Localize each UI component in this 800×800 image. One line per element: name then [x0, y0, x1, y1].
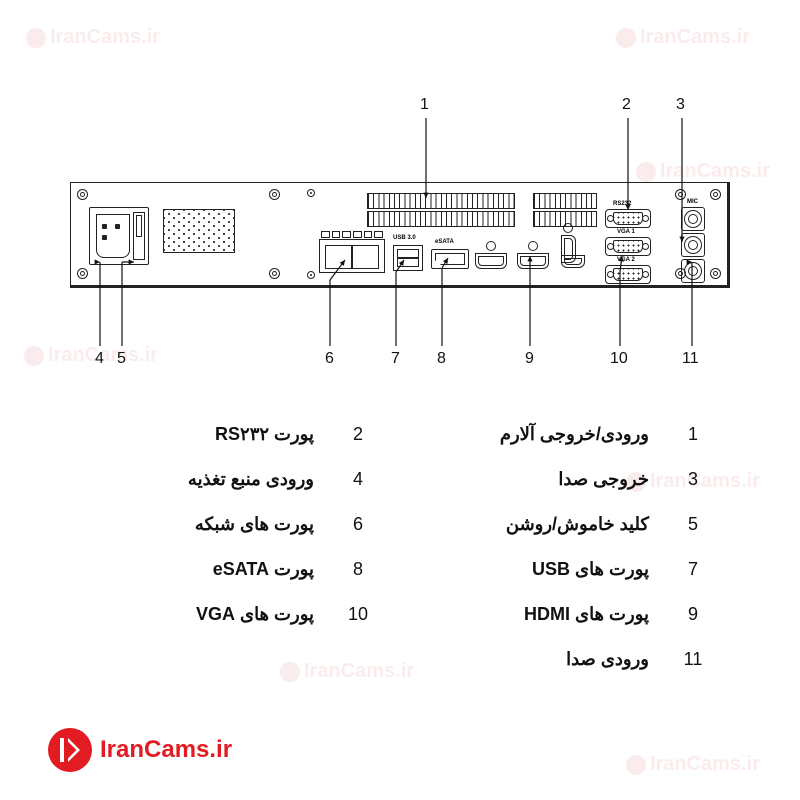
callout-number: 6 [325, 350, 334, 368]
legend-text: ورودی منبع تغذیه [188, 469, 314, 490]
legend-row: 4 ورودی منبع تغذیه [95, 469, 370, 490]
legend-number: 9 [681, 604, 705, 625]
legend-number: 2 [346, 424, 370, 445]
callout-number: 10 [610, 350, 628, 368]
legend-row: 8 پورت eSATA [95, 559, 370, 580]
legend-text: پورت های VGA [196, 604, 314, 625]
callout-number: 1 [420, 96, 429, 114]
legend-text: ورودی صدا [566, 649, 649, 670]
legend-row: 10 پورت های VGA [95, 604, 370, 625]
callout-lines [0, 0, 800, 400]
callout-number: 9 [525, 350, 534, 368]
legend-row: 2 پورت RS۲۳۲ [95, 424, 370, 445]
legend-text: پورت RS۲۳۲ [215, 424, 314, 445]
legend-number: 3 [681, 469, 705, 490]
legend-number: 7 [681, 559, 705, 580]
callout-number: 5 [117, 350, 126, 368]
legend-row: 6 پورت های شبکه [95, 514, 370, 535]
watermark: IranCams.ir [626, 753, 760, 776]
legend-text: پورت eSATA [213, 559, 314, 580]
callout-number: 3 [676, 96, 685, 114]
legend-number: 6 [346, 514, 370, 535]
legend-text: کلید خاموش/روشن [506, 514, 649, 535]
callout-number: 7 [391, 350, 400, 368]
diagram-canvas: IranCams.ir IranCams.ir IranCams.ir Iran… [0, 0, 800, 800]
legend-row: 1 ورودی/خروجی آلارم [430, 424, 705, 445]
brand-logo: IranCams.ir [48, 728, 232, 772]
legend-number: 4 [346, 469, 370, 490]
legend-row: 7 پورت های USB [430, 559, 705, 580]
legend-text: پورت های HDMI [524, 604, 649, 625]
legend-row: 9 پورت های HDMI [430, 604, 705, 625]
legend-row: 11 ورودی صدا [430, 649, 705, 670]
callout-number: 4 [95, 350, 104, 368]
callout-number: 2 [622, 96, 631, 114]
legend-number: 10 [346, 604, 370, 625]
legend-number: 11 [681, 649, 705, 670]
legend-number: 1 [681, 424, 705, 445]
callout-number: 8 [437, 350, 446, 368]
legend-row: 5 کلید خاموش/روشن [430, 514, 705, 535]
legend-text: پورت های شبکه [195, 514, 314, 535]
callout-number: 11 [682, 350, 699, 368]
brand-logo-text: IranCams.ir [100, 736, 232, 764]
legend-text: ورودی/خروجی آلارم [500, 424, 649, 445]
legend-text: پورت های USB [532, 559, 649, 580]
legend-number: 5 [681, 514, 705, 535]
legend-row: 3 خروجی صدا [430, 469, 705, 490]
legend-text: خروجی صدا [558, 469, 649, 490]
legend-number: 8 [346, 559, 370, 580]
legend-table: 1 ورودی/خروجی آلارم 2 پورت RS۲۳۲ 3 خروجی صدا 4… [95, 424, 705, 670]
brand-logo-mark [48, 728, 92, 772]
